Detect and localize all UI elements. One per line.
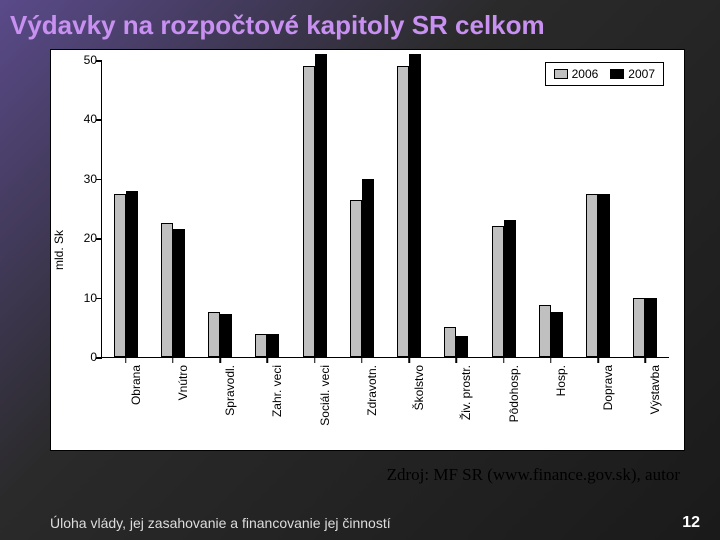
bar [126,191,138,357]
bars: ObranaVnútroSpravodl.Zahr. veciSociál. v… [102,60,669,357]
x-tick-label: Hosp. [554,365,568,396]
bar-group [586,60,610,357]
x-tick [408,357,410,363]
y-tick-label: 40 [67,112,97,126]
bar [539,305,551,357]
legend-swatch [610,69,624,79]
bar [456,336,468,357]
bar [350,200,362,357]
bar-group [255,60,279,357]
source-text: Zdroj: MF SR (www.finance.gov.sk), autor [0,465,680,485]
bar [598,194,610,357]
bar [161,223,173,357]
y-tick-label: 20 [67,231,97,245]
x-tick [503,357,505,363]
x-tick [550,357,552,363]
bar [255,334,267,357]
bar-group [492,60,516,357]
legend-item: 2006 [554,67,599,81]
legend-swatch [554,69,568,79]
x-tick-label: Zahr. veci [270,365,284,417]
x-tick [361,357,363,363]
bar [173,229,185,357]
x-tick [125,357,127,363]
bar [208,312,220,357]
x-tick-label: Obrana [129,365,143,405]
bar [409,54,421,357]
x-tick-label: Živ. prostr. [459,365,473,420]
x-tick [314,357,316,363]
bar [362,179,374,357]
x-tick [456,357,458,363]
bar [315,54,327,357]
bar-group [539,60,563,357]
x-tick [219,357,221,363]
bar-group [397,60,421,357]
bar [267,334,279,357]
bar-group [350,60,374,357]
legend-item: 2007 [610,67,655,81]
chart-container: mld. Sk 01020304050 ObranaVnútroSpravodl… [50,49,685,451]
page-title: Výdavky na rozpočtové kapitoly SR celkom [0,0,720,49]
page-number: 12 [682,514,700,532]
bar [492,226,504,357]
bar [114,194,126,357]
x-tick [172,357,174,363]
x-tick-label: Sociál. veci [318,365,332,426]
bar [220,314,232,357]
plot-area: 01020304050 ObranaVnútroSpravodl.Zahr. v… [101,60,669,358]
bar [444,327,456,357]
x-tick [267,357,269,363]
x-tick [597,357,599,363]
y-axis-title: mld. Sk [52,230,66,270]
x-tick-label: Zdravotn. [365,365,379,416]
bar-group [208,60,232,357]
y-tick-label: 0 [67,350,97,364]
x-tick-label: Spravodl. [223,365,237,416]
y-tick-label: 30 [67,172,97,186]
footer-text: Úloha vlády, jej zasahovanie a financova… [50,515,391,531]
bar [303,66,315,357]
x-tick [645,357,647,363]
bar [551,312,563,357]
x-tick-label: Doprava [601,365,615,410]
x-tick-label: Výstavba [648,365,662,414]
x-tick-label: Vnútro [176,365,190,400]
bar-group [303,60,327,357]
legend: 2006 2007 [545,62,664,86]
y-tick-label: 50 [67,53,97,67]
legend-label: 2006 [572,67,599,81]
x-tick-label: Školstvo [412,365,426,410]
bar-group [114,60,138,357]
bar [645,298,657,357]
x-tick-label: Pôdohosp. [507,365,521,422]
bar [397,66,409,357]
bar [504,220,516,357]
bar-group [444,60,468,357]
bar-group [161,60,185,357]
footer: Úloha vlády, jej zasahovanie a financova… [0,514,720,532]
bar [633,298,645,357]
y-tick-label: 10 [67,291,97,305]
bar-group [633,60,657,357]
bar [586,194,598,357]
legend-label: 2007 [628,67,655,81]
